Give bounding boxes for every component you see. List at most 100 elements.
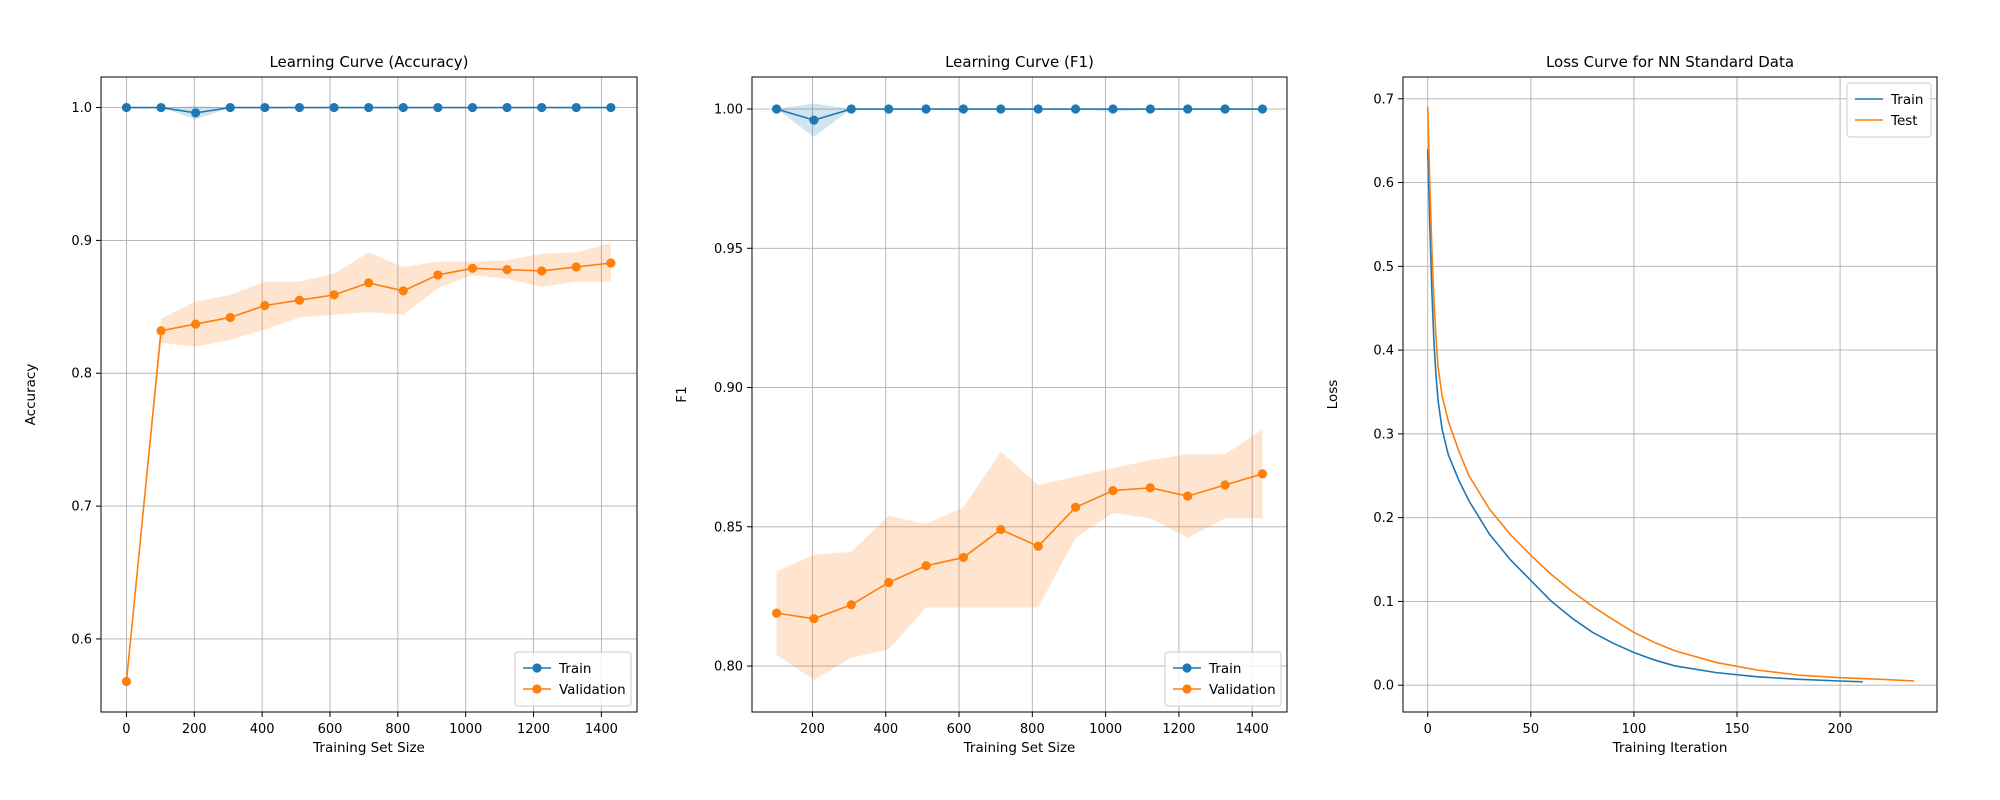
legend: Train Test <box>1846 82 1932 138</box>
x-tick-label: 1200 <box>517 722 550 737</box>
train-data-point <box>996 104 1006 114</box>
y-tick-label: 0.80 <box>714 660 743 675</box>
y-tick-label: 1.00 <box>714 103 743 118</box>
validation-data-point <box>156 326 166 336</box>
train-data-point <box>502 102 512 113</box>
y-tick-label: 0.7 <box>71 500 92 515</box>
validation-data-point <box>467 263 478 273</box>
validation-data-point <box>996 524 1006 535</box>
train-data-point <box>1257 104 1268 114</box>
validation-data-point <box>771 608 782 618</box>
y-axis-label: Accuracy <box>23 364 39 426</box>
train-legend-label: Train <box>1208 661 1241 677</box>
x-tick-label: 200 <box>182 722 207 737</box>
validation-data-point <box>191 319 201 329</box>
test-legend-label: Test <box>1890 113 1918 129</box>
validation-data-point <box>921 561 931 571</box>
validation-data-point <box>537 266 547 276</box>
validation-data-point <box>1070 502 1081 512</box>
legend: Train Validation <box>1164 651 1282 707</box>
validation-data-point <box>398 286 408 296</box>
chart-title: Learning Curve (Accuracy) <box>269 53 468 71</box>
validation-data-point <box>571 262 581 272</box>
y-tick-label: 0.1 <box>1373 595 1394 610</box>
validation-data-point <box>121 676 132 687</box>
train-data-point <box>809 115 819 125</box>
validation-data-point <box>846 600 856 610</box>
train-data-point <box>884 104 894 114</box>
y-axis-label: Loss <box>1325 380 1341 410</box>
train-legend-label: Train <box>1890 92 1923 108</box>
train-data-point <box>191 108 201 118</box>
train-data-point <box>364 102 374 113</box>
x-tick-label: 1000 <box>1089 722 1122 737</box>
chart-title: Loss Curve for NN Standard Data <box>1546 53 1794 71</box>
validation-data-point <box>329 290 339 300</box>
x-tick-label: 0 <box>122 722 130 737</box>
y-tick-label: 0.9 <box>71 234 92 249</box>
x-tick-label: 100 <box>1622 722 1647 737</box>
y-tick-label: 0.3 <box>1373 427 1394 442</box>
x-tick-label: 1000 <box>449 722 482 737</box>
train-legend-label: Train <box>558 661 591 677</box>
x-tick-label: 800 <box>385 722 410 737</box>
validation-data-point <box>260 300 270 311</box>
validation-data-point <box>1220 480 1230 490</box>
train-data-point <box>771 104 782 114</box>
validation-data-point <box>1183 491 1193 501</box>
train-data-point <box>294 102 305 113</box>
train-legend-marker <box>1182 663 1192 673</box>
x-tick-label: 400 <box>250 722 275 737</box>
x-tick-label: 400 <box>873 722 898 737</box>
y-tick-label: 0.6 <box>71 632 92 647</box>
x-axis-label: Training Set Size <box>312 740 425 756</box>
x-tick-label: 1200 <box>1162 722 1195 737</box>
validation-data-point <box>606 258 616 268</box>
x-tick-label: 1400 <box>1236 722 1269 737</box>
train-series-line <box>776 108 1263 121</box>
train-legend-marker <box>532 663 542 673</box>
loss-chart: 0 50 100 150 200 0.0 0.1 0.2 0.3 0.4 0.5 0.6 0.7 Lo… <box>1325 53 1938 756</box>
y-axis-label: F1 <box>674 386 690 402</box>
train-data-point <box>606 102 616 113</box>
y-tick-label: 0.85 <box>714 520 743 535</box>
train-data-point <box>1220 104 1230 114</box>
train-data-point <box>398 102 408 113</box>
validation-data-point <box>502 265 512 275</box>
x-tick-label: 600 <box>318 722 343 737</box>
x-tick-label: 150 <box>1725 722 1750 737</box>
validation-data-point <box>1257 469 1268 479</box>
train-series-line <box>1426 149 1863 683</box>
train-data-point <box>1070 104 1081 114</box>
validation-data-point <box>809 614 819 624</box>
x-tick-label: 200 <box>1828 722 1853 737</box>
x-tick-label: 800 <box>1020 722 1045 737</box>
y-tick-label: 1.0 <box>71 101 92 116</box>
train-data-point <box>467 102 478 113</box>
validation-legend-label: Validation <box>559 682 626 698</box>
validation-data-point <box>364 278 374 288</box>
y-tick-label: 0.2 <box>1373 511 1394 526</box>
validation-series-line <box>776 473 1263 620</box>
y-tick-label: 0.6 <box>1373 176 1394 191</box>
train-data-point <box>156 102 166 113</box>
validation-data-point <box>884 577 894 588</box>
train-data-point <box>846 104 856 114</box>
y-tick-label: 0.5 <box>1373 260 1394 275</box>
validation-data-point <box>1033 541 1043 551</box>
validation-legend-label: Validation <box>1209 682 1276 698</box>
train-data-point <box>1033 104 1043 114</box>
y-tick-label: 0.0 <box>1373 679 1394 694</box>
validation-legend-marker <box>532 684 542 694</box>
x-tick-label: 50 <box>1523 722 1540 737</box>
y-tick-label: 0.8 <box>71 367 92 382</box>
f1-chart: 200 400 600 800 1000 1200 1400 0.80 0.85 0.90 0.9… <box>674 53 1288 756</box>
train-std-band <box>776 103 1263 137</box>
chart-title: Learning Curve (F1) <box>945 53 1094 71</box>
x-axis-label: Training Iteration <box>1612 740 1728 756</box>
validation-legend-marker <box>1182 684 1192 694</box>
y-tick-label: 0.90 <box>714 381 743 396</box>
train-data-point <box>329 102 339 113</box>
train-data-point <box>958 104 969 114</box>
y-tick-label: 0.95 <box>714 242 743 257</box>
